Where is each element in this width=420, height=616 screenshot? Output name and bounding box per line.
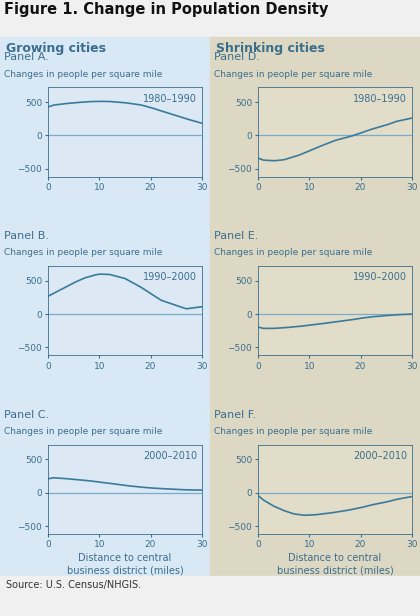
Text: Source: U.S. Census/NHGIS.: Source: U.S. Census/NHGIS. — [6, 580, 142, 590]
Text: 2000–2010: 2000–2010 — [143, 451, 197, 461]
Text: Changes in people per square mile: Changes in people per square mile — [4, 427, 163, 436]
Text: Changes in people per square mile: Changes in people per square mile — [4, 248, 163, 257]
Text: 1990–2000: 1990–2000 — [143, 272, 197, 282]
Text: Figure 1. Change in Population Density: Figure 1. Change in Population Density — [4, 2, 328, 17]
Text: Panel B.: Panel B. — [4, 231, 49, 241]
Text: 1980–1990: 1980–1990 — [143, 94, 197, 103]
X-axis label: Distance to central
business district (miles): Distance to central business district (m… — [67, 554, 183, 575]
Text: 2000–2010: 2000–2010 — [353, 451, 407, 461]
Text: 1980–1990: 1980–1990 — [353, 94, 407, 103]
Text: Panel E.: Panel E. — [214, 231, 259, 241]
Text: Panel C.: Panel C. — [4, 410, 49, 419]
Text: Growing cities: Growing cities — [6, 42, 106, 55]
Text: Changes in people per square mile: Changes in people per square mile — [214, 248, 373, 257]
Text: Panel F.: Panel F. — [214, 410, 256, 419]
Text: Panel A.: Panel A. — [4, 52, 49, 62]
Text: Changes in people per square mile: Changes in people per square mile — [4, 70, 163, 79]
Text: 1990–2000: 1990–2000 — [353, 272, 407, 282]
Text: Shrinking cities: Shrinking cities — [216, 42, 325, 55]
X-axis label: Distance to central
business district (miles): Distance to central business district (m… — [277, 554, 393, 575]
Text: Panel D.: Panel D. — [214, 52, 260, 62]
Text: Changes in people per square mile: Changes in people per square mile — [214, 427, 373, 436]
Text: Changes in people per square mile: Changes in people per square mile — [214, 70, 373, 79]
